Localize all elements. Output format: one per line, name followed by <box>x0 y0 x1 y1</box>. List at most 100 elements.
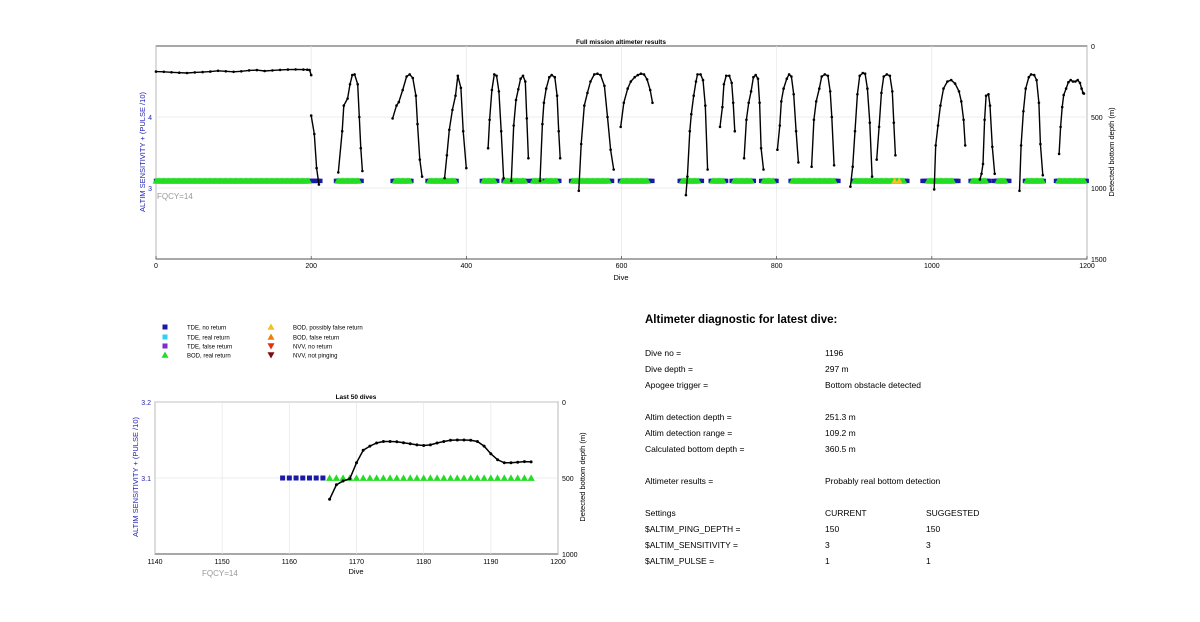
bottom-depth-point <box>980 172 983 176</box>
diag-value-detection-depth: 251.3 m <box>825 412 856 422</box>
tde-no-return-marker <box>359 178 364 184</box>
legend-square-icon <box>162 334 168 340</box>
bottom-depth-point <box>694 80 698 83</box>
bod-real-return-marker <box>339 474 347 481</box>
bottom-depth-point <box>622 101 626 105</box>
tde-no-return-marker <box>905 178 910 184</box>
bottom-depth-point <box>586 91 589 95</box>
x-tick-label: 0 <box>154 263 158 270</box>
bottom-depth-point <box>402 441 405 445</box>
bottom-depth-point <box>359 146 363 150</box>
tde-no-return-marker <box>751 178 757 184</box>
x-tick-label: 1170 <box>349 559 364 566</box>
legend-square-icon <box>162 324 168 330</box>
bottom-depth-point <box>794 129 798 133</box>
bottom-depth-point <box>240 70 243 73</box>
bottom-depth-point <box>704 104 707 107</box>
bottom-depth-point <box>875 158 878 161</box>
bottom-depth-point <box>651 101 654 105</box>
bod-real-return-marker <box>1039 177 1047 184</box>
settings-header-label: Settings <box>645 508 676 518</box>
tde-no-return-marker <box>723 178 729 184</box>
bottom-depth-point <box>465 166 468 170</box>
tde-no-return-marker <box>300 475 306 481</box>
bottom-depth-point <box>529 460 533 464</box>
bottom-depth-point <box>988 104 992 107</box>
bottom-depth-point <box>787 73 791 76</box>
bod-real-return-marker <box>332 474 340 481</box>
tde-no-return-marker <box>1084 178 1089 184</box>
bottom-depth-point <box>749 90 753 93</box>
setting-name-ping-depth: $ALTIM_PING_DEPTH = <box>645 524 741 534</box>
bottom-depth-point <box>178 71 181 74</box>
bod-possibly-false-marker <box>895 177 903 184</box>
bottom-depth-point <box>851 165 854 168</box>
bottom-depth-point <box>355 461 358 465</box>
bod-real-return-marker <box>460 474 468 481</box>
bod-real-return-marker <box>747 177 755 184</box>
diag-value-apogee-trigger: Bottom obstacle detected <box>825 380 921 390</box>
bottom-depth-point <box>1062 93 1065 97</box>
bottom-depth-point <box>368 444 372 448</box>
bottom-depth-point <box>1035 78 1038 82</box>
bottom-depth-point <box>548 75 551 79</box>
full-mission-ticks: 0 200 400 600 800 1000 1200 3 4 0 500 1000 1500 <box>148 44 1107 270</box>
bottom-depth-point <box>193 71 197 74</box>
bottom-depth-point <box>645 78 649 81</box>
bottom-depth-point <box>1069 78 1072 82</box>
bottom-depth-point <box>405 75 408 78</box>
bottom-depth-point <box>542 101 546 105</box>
bottom-depth-point <box>1032 73 1036 77</box>
bottom-depth-point <box>797 161 800 164</box>
legend-triangle-down-icon <box>267 352 275 359</box>
tde-no-return-marker <box>495 178 500 184</box>
bottom-depth-point <box>870 175 874 178</box>
diag-label-dive-depth: Dive depth = <box>645 364 693 374</box>
legend-entry: TDE, no return <box>162 324 226 332</box>
legend-entry: BOD, real return <box>161 351 231 360</box>
bottom-depth-point <box>939 104 942 107</box>
bottom-depth-point <box>209 70 212 73</box>
bottom-depth-point <box>475 440 479 443</box>
bottom-depth-point <box>495 74 498 78</box>
diag-label-dive-no: Dive no = <box>645 348 682 358</box>
bottom-depth-point <box>461 129 465 133</box>
tde-no-return-marker <box>318 178 323 184</box>
bottom-depth-point <box>1041 173 1045 177</box>
bottom-depth-point <box>451 108 454 112</box>
last-50-ticks: 1140 1150 1160 1170 1180 1190 1200 3.1 3.2 0 500 10… <box>141 400 577 566</box>
bod-real-return-marker <box>527 474 535 481</box>
legend-entry: TDE, real return <box>162 334 230 342</box>
bod-possibly-false-marker <box>891 177 898 184</box>
bod-real-return-marker <box>1001 177 1009 184</box>
bottom-depth-line <box>849 72 873 187</box>
legend-triangle-up-icon <box>267 333 275 340</box>
setting-current-pulse: 1 <box>825 556 830 566</box>
bottom-depth-line <box>933 79 966 190</box>
tde-no-return-marker <box>557 178 562 184</box>
bottom-depth-point <box>785 77 789 80</box>
bottom-depth-line <box>719 75 736 132</box>
diag-value-dive-no: 1196 <box>825 348 844 358</box>
bottom-depth-point <box>308 68 311 72</box>
last-50-marks <box>280 438 535 501</box>
legend-entry: BOD, possibly false return <box>267 323 363 332</box>
bottom-depth-point <box>953 82 957 85</box>
bottom-depth-point <box>524 80 527 83</box>
bottom-depth-point <box>455 438 459 442</box>
bottom-depth-point <box>1064 87 1068 90</box>
bottom-depth-point <box>408 442 412 446</box>
bottom-depth-point <box>522 460 526 464</box>
bottom-depth-point <box>863 72 867 75</box>
bottom-depth-point <box>626 87 629 90</box>
bottom-depth-point <box>1059 125 1062 129</box>
bottom-depth-point <box>758 101 761 105</box>
y-right-tick-label: 0 <box>562 400 566 407</box>
bod-real-return-marker <box>305 177 313 184</box>
bottom-depth-line <box>539 74 561 181</box>
bottom-depth-point <box>538 179 542 183</box>
tde-no-return-marker <box>609 178 615 184</box>
bottom-depth-point <box>496 458 500 462</box>
tde-no-return-marker <box>1007 178 1012 184</box>
